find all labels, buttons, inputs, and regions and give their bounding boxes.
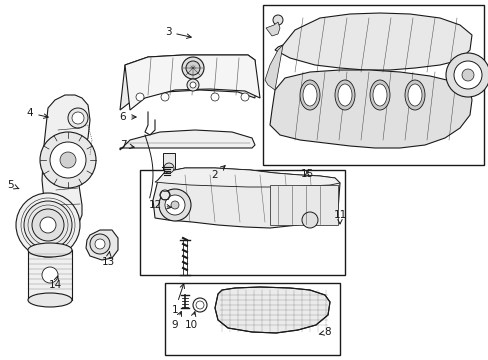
- Text: 14: 14: [48, 276, 61, 290]
- Circle shape: [95, 239, 105, 249]
- Circle shape: [72, 112, 84, 124]
- Polygon shape: [120, 130, 254, 150]
- Circle shape: [272, 15, 283, 25]
- Circle shape: [164, 195, 184, 215]
- Text: 8: 8: [319, 327, 331, 337]
- Circle shape: [160, 190, 170, 200]
- Bar: [140, 170, 345, 275]
- Ellipse shape: [407, 84, 421, 106]
- Polygon shape: [153, 168, 339, 228]
- Text: 15: 15: [300, 169, 313, 179]
- Polygon shape: [155, 168, 339, 187]
- Text: 13: 13: [101, 251, 114, 267]
- Text: 2: 2: [211, 166, 224, 180]
- Circle shape: [161, 93, 169, 101]
- Circle shape: [186, 79, 199, 91]
- Circle shape: [68, 108, 88, 128]
- Circle shape: [50, 142, 86, 178]
- Circle shape: [241, 93, 248, 101]
- Ellipse shape: [28, 293, 72, 307]
- Bar: [163, 153, 175, 173]
- Circle shape: [60, 152, 76, 168]
- Polygon shape: [125, 55, 260, 110]
- Bar: [164, 283, 339, 355]
- Polygon shape: [274, 13, 471, 70]
- Text: 3: 3: [164, 27, 191, 39]
- Text: 4: 4: [27, 108, 48, 118]
- Circle shape: [40, 217, 56, 233]
- Circle shape: [16, 193, 80, 257]
- Circle shape: [190, 82, 196, 88]
- Bar: [28, 250, 72, 300]
- Ellipse shape: [299, 80, 319, 110]
- Circle shape: [40, 132, 96, 188]
- Text: 10: 10: [184, 312, 197, 330]
- Circle shape: [159, 189, 191, 221]
- Bar: [263, 5, 483, 165]
- Text: 9: 9: [171, 311, 181, 330]
- Polygon shape: [215, 287, 329, 333]
- Text: 1: 1: [171, 284, 184, 315]
- Polygon shape: [42, 95, 90, 230]
- Circle shape: [182, 57, 203, 79]
- Polygon shape: [265, 22, 280, 36]
- Ellipse shape: [337, 84, 351, 106]
- Circle shape: [210, 93, 219, 101]
- Circle shape: [461, 69, 473, 81]
- Circle shape: [196, 301, 203, 309]
- Circle shape: [24, 201, 72, 249]
- Circle shape: [171, 201, 179, 209]
- Circle shape: [163, 163, 174, 173]
- Polygon shape: [86, 230, 118, 260]
- Ellipse shape: [369, 80, 389, 110]
- Text: 12: 12: [148, 200, 171, 210]
- Bar: [269, 185, 337, 225]
- Ellipse shape: [404, 80, 424, 110]
- Ellipse shape: [334, 80, 354, 110]
- Ellipse shape: [28, 243, 72, 257]
- Circle shape: [453, 61, 481, 89]
- Polygon shape: [264, 45, 283, 90]
- Ellipse shape: [303, 84, 316, 106]
- Circle shape: [42, 267, 58, 283]
- Circle shape: [32, 209, 64, 241]
- Circle shape: [185, 61, 200, 75]
- Circle shape: [136, 93, 143, 101]
- Circle shape: [90, 234, 110, 254]
- Text: 7: 7: [120, 140, 134, 150]
- Circle shape: [445, 53, 488, 97]
- Polygon shape: [269, 70, 471, 148]
- Text: 11: 11: [333, 210, 346, 224]
- Circle shape: [193, 298, 206, 312]
- Circle shape: [302, 212, 317, 228]
- Text: 6: 6: [120, 112, 136, 122]
- Polygon shape: [120, 55, 254, 110]
- Text: 5: 5: [7, 180, 19, 190]
- Ellipse shape: [372, 84, 386, 106]
